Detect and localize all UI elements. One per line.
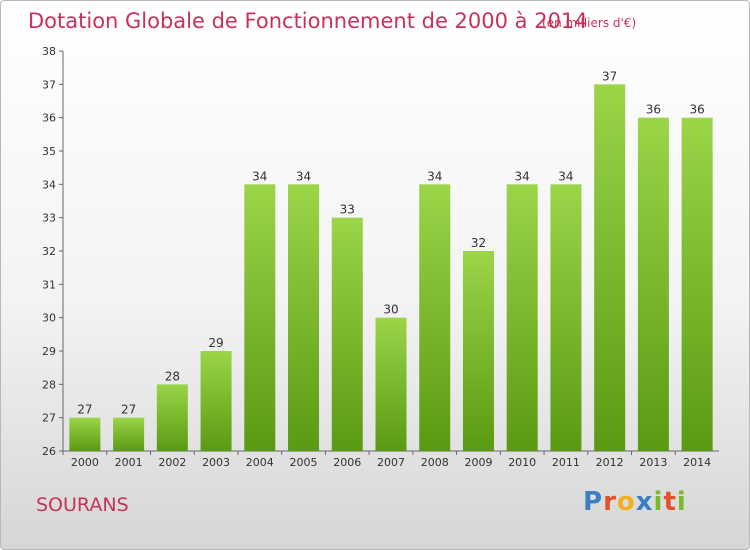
- bar: [113, 417, 145, 451]
- y-tick-label: 37: [42, 78, 56, 91]
- bar: [506, 184, 538, 452]
- x-tick-label: 2009: [464, 456, 492, 469]
- x-tick-label: 2006: [333, 456, 361, 469]
- y-tick-label: 32: [42, 245, 56, 258]
- data-label: 27: [121, 403, 136, 417]
- y-tick-label: 27: [42, 412, 56, 425]
- data-label: 30: [383, 303, 398, 317]
- bar: [637, 117, 669, 452]
- y-tick-label: 35: [42, 145, 56, 158]
- y-tick-label: 30: [42, 312, 56, 325]
- x-tick-label: 2007: [377, 456, 405, 469]
- y-tick-label: 26: [42, 445, 56, 458]
- y-tick-label: 29: [42, 345, 56, 358]
- data-label: 34: [296, 169, 311, 183]
- x-tick-label: 2000: [71, 456, 99, 469]
- bar: [156, 384, 188, 451]
- x-tick-label: 2011: [552, 456, 580, 469]
- x-tick-label: 2005: [290, 456, 318, 469]
- bar: [375, 317, 407, 451]
- bar: [331, 217, 363, 451]
- data-label: 34: [252, 169, 267, 183]
- x-tick-label: 2008: [421, 456, 449, 469]
- x-tick-label: 2014: [683, 456, 711, 469]
- logo-letter: o: [616, 487, 636, 517]
- data-label: 36: [689, 103, 704, 117]
- data-label: 34: [558, 169, 573, 183]
- data-label: 27: [77, 403, 92, 417]
- data-label: 37: [602, 69, 617, 83]
- data-label: 32: [471, 236, 486, 250]
- chart-subtitle: (en milliers d'€): [542, 16, 637, 30]
- logo-letter: i: [676, 487, 687, 517]
- y-tick-label: 33: [42, 212, 56, 225]
- bar: [462, 251, 494, 451]
- logo-letter: r: [603, 487, 617, 517]
- logo-letter: t: [663, 487, 677, 517]
- data-label: 33: [340, 203, 355, 217]
- bar: [681, 117, 713, 452]
- x-tick-label: 2013: [639, 456, 667, 469]
- bar: [244, 184, 276, 452]
- logo-letter: x: [635, 487, 654, 517]
- data-label: 29: [208, 336, 223, 350]
- bar: [200, 351, 232, 451]
- commune-name: SOURANS: [36, 494, 129, 516]
- x-tick-label: 2012: [596, 456, 624, 469]
- data-label: 34: [515, 169, 530, 183]
- proxiti-logo: Proxiti: [583, 487, 687, 517]
- y-tick-label: 28: [42, 378, 56, 391]
- x-tick-label: 2010: [508, 456, 536, 469]
- y-tick-label: 34: [42, 178, 56, 191]
- x-tick-label: 2004: [246, 456, 274, 469]
- x-tick-label: 2002: [158, 456, 186, 469]
- logo-letter: P: [583, 487, 604, 517]
- data-label: 34: [427, 169, 442, 183]
- bar: [550, 184, 582, 452]
- x-tick-label: 2003: [202, 456, 230, 469]
- bar: [594, 84, 626, 451]
- bar: [69, 417, 101, 451]
- logo-letter: i: [653, 487, 664, 517]
- x-tick-label: 2001: [115, 456, 143, 469]
- data-label: 28: [165, 369, 180, 383]
- y-tick-label: 31: [42, 278, 56, 291]
- chart-title: Dotation Globale de Fonctionnement de 20…: [28, 9, 588, 33]
- bar: [419, 184, 451, 452]
- y-tick-label: 36: [42, 112, 56, 125]
- bar: [288, 184, 320, 452]
- data-label: 36: [646, 103, 661, 117]
- y-tick-label: 38: [42, 45, 56, 58]
